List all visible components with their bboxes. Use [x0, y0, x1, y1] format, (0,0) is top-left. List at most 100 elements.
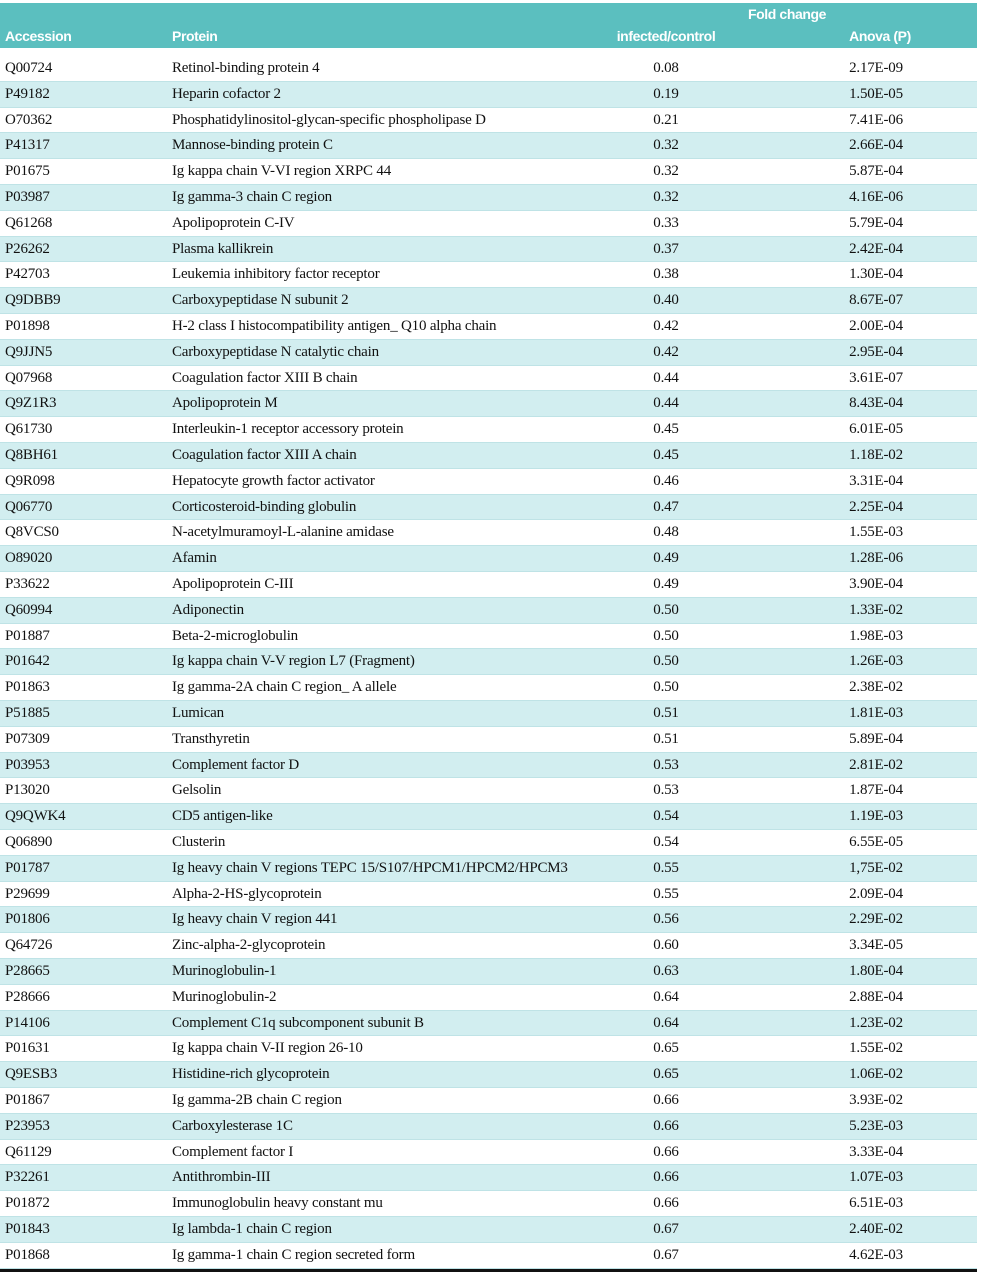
protein-cell: Ig heavy chain V region 441: [172, 911, 338, 928]
table-row: P03987 Ig gamma-3 chain C region 0.32 4.16E…: [0, 185, 977, 211]
fold-change-cell: 0.51: [653, 730, 679, 747]
table-row: Q64726 Zinc-alpha-2-glycoprotein 0.60 3.34E…: [0, 933, 977, 959]
protein-cell: Apolipoprotein C-IV: [172, 214, 295, 231]
protein-cell: Gelsolin: [172, 782, 222, 799]
table-row: P01863 Ig gamma-2A chain C region_ A alle…: [0, 675, 977, 701]
accession-cell: P01898: [5, 318, 50, 334]
anova-cell: 1.23E-02: [849, 1014, 903, 1031]
table-row: O70362 Phosphatidylinositol-glycan-specif…: [0, 108, 977, 134]
anova-cell: 1.33E-02: [849, 601, 903, 618]
protein-cell: Antithrombin-III: [172, 1169, 271, 1186]
table-row: P03953 Complement factor D 0.53 2.81E-02: [0, 752, 977, 779]
fold-change-cell: 0.53: [653, 782, 679, 799]
anova-cell: 4.62E-03: [849, 1246, 903, 1263]
accession-cell: P14106: [5, 1014, 50, 1031]
table-row: P01872 Immunoglobulin heavy constant mu 0.…: [0, 1191, 977, 1217]
anova-cell: 1.19E-03: [849, 808, 903, 825]
accession-cell: Q9QWK4: [5, 808, 66, 825]
accession-cell: P32261: [5, 1169, 50, 1186]
table-row: P49182 Heparin cofactor 2 0.19 1.50E-05: [0, 81, 977, 108]
anova-cell: 5.23E-03: [849, 1117, 903, 1134]
anova-cell: 8.67E-07: [849, 292, 903, 309]
protein-cell: Ig kappa chain V-V region L7 (Fragment): [172, 653, 415, 670]
table-row: Q07968 Coagulation factor XIII B chain 0.4…: [0, 366, 977, 392]
anova-cell: 3.93E-02: [849, 1092, 903, 1108]
anova-cell: 1.98E-03: [849, 627, 903, 644]
table-row: Q9R098 Hepatocyte growth factor activator…: [0, 469, 977, 495]
anova-cell: 6.55E-05: [849, 834, 903, 850]
accession-cell: Q07968: [5, 369, 53, 386]
anova-cell: 3.61E-07: [849, 369, 903, 386]
fold-change-cell: 0.49: [653, 550, 679, 567]
fold-change-cell: 0.45: [653, 421, 679, 438]
table-row: Q9JJN5 Carboxypeptidase N catalytic chain…: [0, 339, 977, 366]
table-row: Q00724 Retinol-binding protein 4 0.08 2.17E…: [0, 56, 977, 82]
table-row: Q8VCS0 N-acetylmuramoyl-L-alanine amidase…: [0, 520, 977, 547]
accession-cell: P01867: [5, 1092, 50, 1108]
fold-change-cell: 0.66: [653, 1143, 679, 1160]
table-row: P01806 Ig heavy chain V region 441 0.56 2.2…: [0, 907, 977, 934]
accession-cell: Q64726: [5, 937, 53, 954]
protein-cell: Ig gamma-2B chain C region: [172, 1092, 342, 1108]
protein-cell: Beta-2-microglobulin: [172, 627, 298, 644]
table-row: P01867 Ig gamma-2B chain C region 0.66 3.93…: [0, 1088, 977, 1114]
fold-change-cell: 0.32: [653, 163, 679, 180]
anova-cell: 3.31E-04: [849, 472, 903, 489]
protein-cell: Adiponectin: [172, 601, 244, 618]
anova-cell: 5.89E-04: [849, 730, 903, 747]
table-row: P01675 Ig kappa chain V-VI region XRPC 44…: [0, 159, 977, 185]
fold-change-cell: 0.08: [653, 60, 679, 76]
protein-cell: Ig gamma-3 chain C region: [172, 189, 332, 205]
table-row: P01787 Ig heavy chain V regions TEPC 15/S…: [0, 855, 977, 882]
fold-change-cell: 0.64: [653, 988, 679, 1005]
fold-change-cell: 0.33: [653, 214, 679, 231]
protein-cell: Afamin: [172, 550, 217, 567]
protein-cell: Mannose-binding protein C: [172, 137, 333, 154]
anova-cell: 1.18E-02: [849, 447, 903, 463]
anova-cell: 1.06E-02: [849, 1066, 903, 1083]
protein-cell: Alpha-2-HS-glycoprotein: [172, 885, 322, 902]
protein-cell: Interleukin-1 receptor accessory protein: [172, 421, 404, 438]
accession-cell: P01887: [5, 627, 50, 644]
accession-cell: P29699: [5, 885, 50, 902]
fold-change-cell: 0.50: [653, 679, 679, 696]
accession-cell: P01787: [5, 859, 50, 876]
accession-cell: P07309: [5, 730, 50, 747]
accession-cell: O89020: [5, 550, 53, 567]
table-row: P29699 Alpha-2-HS-glycoprotein 0.55 2.09E-0…: [0, 882, 977, 908]
protein-cell: Carboxypeptidase N catalytic chain: [172, 343, 379, 360]
bottom-rule: [0, 1268, 977, 1272]
anova-cell: 2.95E-04: [849, 343, 903, 360]
accession-cell: Q60994: [5, 601, 53, 618]
protein-cell: Murinoglobulin-2: [172, 988, 277, 1005]
table-row: O89020 Afamin 0.49 1.28E-06: [0, 546, 977, 572]
accession-cell: Q61730: [5, 421, 53, 438]
table-row: P07309 Transthyretin 0.51 5.89E-04: [0, 727, 977, 753]
table-row: Q61129 Complement factor I 0.66 3.33E-04: [0, 1140, 977, 1166]
anova-cell: 1.55E-03: [849, 524, 903, 541]
fold-change-cell: 0.38: [653, 266, 679, 283]
protein-cell: H-2 class I histocompatibility antigen_ …: [172, 318, 497, 334]
accession-cell: P49182: [5, 85, 50, 102]
table-row: P01887 Beta-2-microglobulin 0.50 1.98E-03: [0, 624, 977, 650]
accession-cell: P51885: [5, 705, 50, 721]
fold-change-cell: 0.55: [653, 885, 679, 902]
fold-change-cell: 0.66: [653, 1092, 679, 1108]
fold-change-cell: 0.42: [653, 318, 679, 334]
fold-change-cell: 0.50: [653, 653, 679, 670]
table-row: P42703 Leukemia inhibitory factor recepto…: [0, 262, 977, 289]
accession-cell: P23953: [5, 1117, 50, 1134]
table-row: Q9Z1R3 Apolipoprotein M 0.44 8.43E-04: [0, 391, 977, 418]
accession-cell: Q06890: [5, 834, 53, 850]
accession-cell: P13020: [5, 782, 50, 799]
protein-cell: Heparin cofactor 2: [172, 85, 281, 102]
table-row: P01642 Ig kappa chain V-V region L7 (Frag…: [0, 649, 977, 676]
protein-cell: Ig kappa chain V-VI region XRPC 44: [172, 163, 392, 180]
anova-cell: 2.88E-04: [849, 988, 903, 1005]
fold-change-cell: 0.64: [653, 1014, 679, 1031]
accession-cell: P28666: [5, 988, 50, 1005]
table-row: Q9ESB3 Histidine-rich glycoprotein 0.65 1.0…: [0, 1062, 977, 1088]
anova-cell: 2.17E-09: [849, 60, 903, 76]
fold-change-cell: 0.67: [653, 1221, 679, 1237]
fold-change-cell: 0.44: [653, 369, 679, 386]
